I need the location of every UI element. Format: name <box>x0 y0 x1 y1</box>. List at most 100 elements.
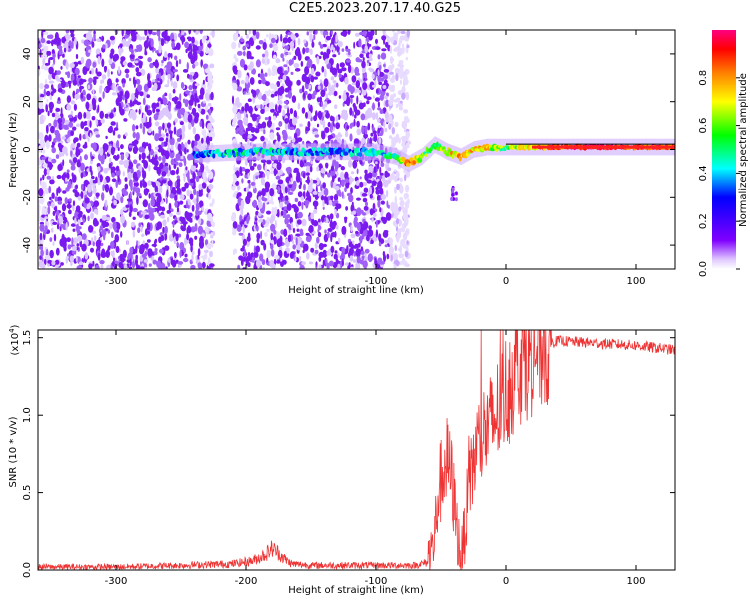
noise-speckle <box>289 126 295 130</box>
noise-speckle <box>137 84 143 92</box>
noise-speckle <box>127 171 132 180</box>
noise-speckle <box>106 217 111 221</box>
noise-speckle <box>104 183 110 193</box>
noise-speckle <box>379 207 382 213</box>
noise-speckle <box>235 57 239 63</box>
noise-speckle <box>286 202 292 211</box>
noise-speckle <box>326 262 330 267</box>
noise-speckle <box>190 164 196 172</box>
noise-speckle <box>205 88 210 94</box>
noise-speckle <box>274 219 277 229</box>
noise-speckle <box>295 233 301 237</box>
noise-speckle <box>164 92 168 97</box>
noise-speckle <box>309 195 312 203</box>
noise-speckle <box>78 261 84 266</box>
noise-speckle <box>266 120 273 128</box>
noise-speckle <box>148 153 151 163</box>
noise-speckle <box>73 116 77 122</box>
noise-speckle <box>324 58 329 65</box>
noise-speckle <box>88 33 93 42</box>
signal-point <box>310 152 315 156</box>
noise-speckle <box>115 180 118 188</box>
noise-speckle <box>362 221 369 230</box>
noise-speckle <box>270 223 276 232</box>
noise-speckle <box>389 242 393 247</box>
noise-speckle <box>293 167 299 172</box>
noise-speckle <box>207 74 212 84</box>
noise-speckle <box>324 229 327 234</box>
noise-speckle <box>40 180 43 186</box>
noise-speckle <box>274 91 278 97</box>
noise-speckle <box>405 142 409 148</box>
noise-speckle <box>184 99 189 108</box>
noise-speckle <box>363 187 369 193</box>
noise-speckle <box>39 83 44 90</box>
noise-speckle <box>279 201 284 209</box>
noise-speckle <box>51 39 54 47</box>
noise-speckle <box>93 235 97 242</box>
noise-speckle <box>182 69 189 73</box>
noise-speckle <box>344 130 349 138</box>
noise-speckle <box>262 42 267 50</box>
noise-speckle <box>169 130 173 140</box>
noise-speckle <box>344 178 350 183</box>
noise-speckle <box>194 93 198 98</box>
noise-speckle <box>100 118 105 124</box>
noise-speckle <box>100 251 107 258</box>
noise-speckle <box>181 36 184 46</box>
noise-speckle <box>331 222 336 230</box>
noise-speckle <box>148 193 151 199</box>
noise-speckle <box>303 183 306 191</box>
noise-speckle <box>144 105 149 113</box>
noise-speckle <box>176 74 180 82</box>
noise-speckle <box>135 67 140 73</box>
noise-speckle <box>291 45 294 52</box>
noise-speckle <box>82 66 88 76</box>
noise-speckle <box>247 64 253 71</box>
noise-speckle <box>92 260 95 267</box>
noise-speckle <box>174 181 177 188</box>
noise-speckle <box>391 63 395 69</box>
noise-speckle <box>96 71 102 77</box>
noise-speckle <box>126 198 133 202</box>
noise-speckle <box>341 247 346 254</box>
noise-speckle <box>349 123 353 129</box>
noise-speckle <box>61 117 66 125</box>
noise-speckle <box>127 62 133 68</box>
noise-speckle <box>48 185 52 194</box>
noise-speckle <box>241 178 244 184</box>
noise-speckle <box>160 262 166 269</box>
noise-speckle <box>124 132 128 137</box>
noise-speckle <box>366 100 370 105</box>
noise-speckle <box>165 266 168 269</box>
noise-speckle <box>136 71 142 77</box>
spectrogram-y-label: Frequency (Hz) <box>8 112 19 188</box>
noise-speckle <box>394 244 397 252</box>
noise-speckle <box>287 80 292 89</box>
noise-speckle <box>236 127 242 132</box>
noise-speckle <box>338 73 342 79</box>
noise-speckle <box>105 206 108 210</box>
noise-speckle <box>328 82 331 91</box>
noise-speckle <box>145 142 149 147</box>
noise-speckle <box>328 199 333 206</box>
noise-speckle <box>323 68 327 78</box>
noise-speckle <box>142 210 147 215</box>
noise-speckle <box>89 120 92 128</box>
noise-speckle <box>208 193 212 200</box>
noise-speckle <box>190 183 194 187</box>
noise-speckle <box>405 184 410 193</box>
noise-speckle <box>100 264 104 269</box>
noise-speckle <box>64 119 70 125</box>
noise-speckle <box>170 144 174 151</box>
noise-speckle <box>310 75 315 83</box>
noise-speckle <box>303 243 309 252</box>
noise-speckle <box>256 104 261 109</box>
noise-speckle <box>150 38 154 48</box>
noise-speckle <box>273 168 277 177</box>
noise-speckle <box>295 174 301 183</box>
noise-speckle <box>379 166 382 175</box>
noise-speckle <box>301 85 305 93</box>
noise-speckle <box>46 175 52 180</box>
noise-speckle <box>398 206 402 212</box>
